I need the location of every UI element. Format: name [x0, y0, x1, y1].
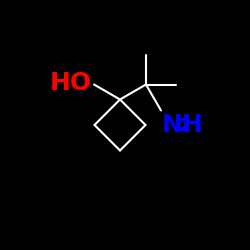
Text: 2: 2 — [178, 118, 191, 136]
Text: NH: NH — [162, 113, 204, 137]
Text: HO: HO — [50, 71, 92, 95]
